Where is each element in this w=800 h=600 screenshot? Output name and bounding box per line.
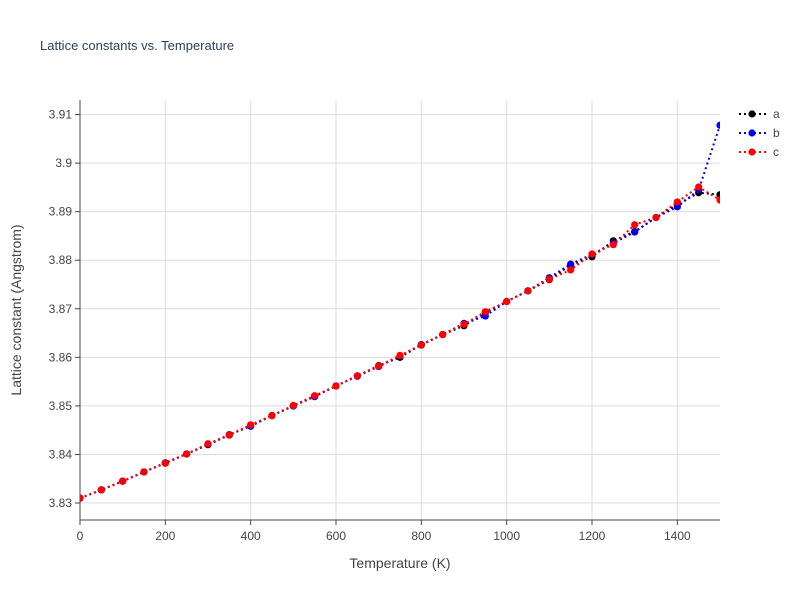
chart-title: Lattice constants vs. Temperature	[40, 38, 234, 53]
data-point-b	[631, 228, 639, 236]
y-axis-label: Lattice constant (Angstrom)	[8, 224, 24, 395]
legend[interactable]: abc	[739, 107, 780, 159]
data-point-c	[567, 266, 575, 274]
data-point-c	[545, 275, 553, 283]
series-c	[80, 183, 720, 502]
x-tick-label: 800	[411, 529, 431, 543]
data-point-c	[588, 250, 596, 258]
data-point-b	[716, 121, 720, 129]
x-axis-label: Temperature (K)	[349, 555, 450, 571]
legend-marker	[748, 110, 756, 118]
data-point-b	[567, 260, 575, 268]
data-point-a	[716, 191, 720, 199]
data-point-c	[396, 351, 404, 359]
x-tick-label: 200	[155, 529, 175, 543]
data-point-c	[460, 320, 468, 328]
data-point-c	[204, 440, 212, 448]
axes	[79, 100, 720, 521]
data-point-c	[652, 213, 660, 222]
data-point-c	[268, 412, 276, 420]
data-point-c	[609, 241, 617, 249]
series-line-a	[80, 191, 720, 500]
legend-item-a[interactable]: a	[739, 107, 780, 121]
series-line-c	[80, 185, 720, 500]
data-point-c	[161, 459, 169, 467]
data-point-c	[695, 183, 703, 191]
series-line-b	[80, 124, 720, 500]
legend-label: b	[773, 126, 780, 140]
y-tick-label: 3.91	[49, 108, 73, 122]
series-group	[80, 121, 720, 502]
legend-item-c[interactable]: c	[739, 145, 779, 159]
data-point-c	[417, 341, 425, 349]
x-tick-label: 1200	[579, 529, 606, 543]
data-point-c	[481, 308, 489, 316]
y-tick-label: 3.87	[49, 302, 73, 316]
legend-marker	[748, 148, 756, 156]
data-point-c	[332, 382, 340, 390]
data-point-c	[183, 450, 191, 458]
data-point-c	[439, 330, 447, 339]
y-ticks: 3.83 3.84 3.85 3.86 3.87 3.88 3.89 3.9 3.91	[49, 108, 80, 510]
data-point-c	[311, 392, 319, 400]
data-point-c	[375, 362, 383, 370]
data-point-c	[631, 221, 639, 229]
x-tick-label: 400	[241, 529, 261, 543]
y-tick-label: 3.9	[55, 156, 72, 170]
data-point-c	[524, 287, 532, 295]
data-point-c	[353, 372, 361, 380]
y-tick-label: 3.88	[49, 253, 73, 267]
legend-marker	[748, 129, 756, 137]
y-tick-label: 3.86	[49, 350, 73, 364]
grid	[80, 100, 720, 520]
x-tick-label: 1400	[664, 529, 691, 543]
data-point-c	[225, 431, 233, 439]
data-point-c	[140, 468, 148, 476]
x-tick-label: 1000	[493, 529, 520, 543]
y-tick-label: 3.83	[49, 496, 73, 510]
data-point-c	[247, 421, 255, 429]
data-point-c	[97, 486, 105, 494]
y-tick-label: 3.84	[49, 447, 73, 461]
y-tick-label: 3.89	[49, 205, 73, 219]
data-point-c	[289, 401, 297, 410]
data-point-c	[716, 196, 720, 204]
series-b	[80, 121, 720, 502]
plot-area	[80, 121, 720, 502]
x-tick-label: 600	[326, 529, 346, 543]
x-ticks: 0 200 400 600 800 1000 1200 1400	[77, 520, 691, 543]
x-tick-label: 0	[77, 529, 84, 543]
data-point-c	[503, 297, 511, 306]
data-point-c	[80, 494, 84, 502]
legend-item-b[interactable]: b	[739, 126, 780, 140]
legend-label: a	[773, 107, 780, 121]
y-tick-label: 3.85	[49, 399, 73, 413]
data-point-c	[673, 198, 681, 206]
legend-label: c	[773, 145, 779, 159]
data-point-c	[119, 477, 127, 485]
